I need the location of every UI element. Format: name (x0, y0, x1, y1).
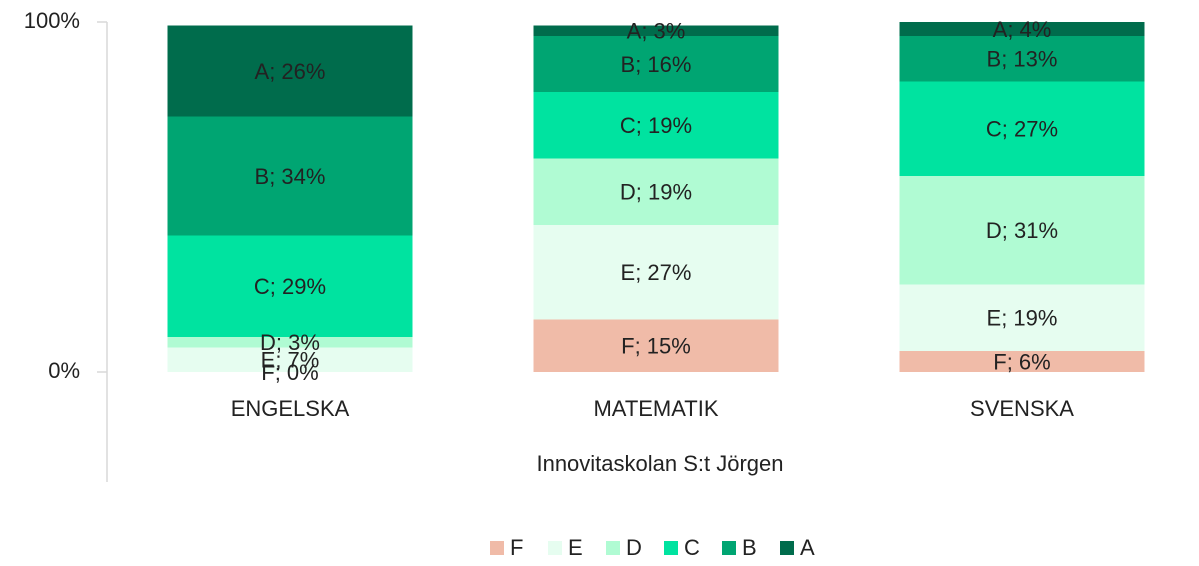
legend-swatch (606, 541, 620, 555)
legend-label: E (568, 535, 583, 560)
legend-label: A (800, 535, 815, 560)
data-label: E; 27% (621, 260, 692, 285)
legend-label: F (510, 535, 523, 560)
bar-segment (533, 319, 779, 372)
data-label: C; 19% (620, 113, 692, 138)
data-label: B; 34% (255, 164, 326, 189)
legend-swatch (722, 541, 736, 555)
data-label: A; 3% (627, 19, 686, 44)
data-label: F; 6% (993, 349, 1050, 374)
data-label: F; 15% (621, 334, 691, 359)
data-label: A; 26% (255, 59, 326, 84)
data-label: E; 7% (261, 348, 320, 373)
bar-segment (167, 235, 413, 337)
legend-swatch (664, 541, 678, 555)
data-label: A; 4% (993, 17, 1052, 42)
legend-swatch (490, 541, 504, 555)
data-label: C; 27% (986, 117, 1058, 142)
bar-segment (899, 351, 1145, 372)
bar-segment (533, 225, 779, 320)
bar-segment (899, 284, 1145, 351)
bar-segment (899, 36, 1145, 82)
y-tick-label: 100% (24, 8, 80, 33)
data-label: D; 19% (620, 180, 692, 205)
legend-label: B (742, 535, 757, 560)
data-label: F; 0% (261, 360, 318, 385)
bar-segment (167, 337, 413, 348)
bar-segment (533, 36, 779, 92)
y-tick-label: 0% (48, 358, 80, 383)
legend-label: C (684, 535, 700, 560)
bar-segment (899, 81, 1145, 176)
bar-segment (533, 92, 779, 159)
legend-swatch (780, 541, 794, 555)
data-label: C; 29% (254, 274, 326, 299)
x-tick-label: MATEMATIK (593, 396, 718, 421)
data-label: D; 31% (986, 218, 1058, 243)
bar-segment (533, 158, 779, 225)
bar-segment (899, 22, 1145, 36)
data-label: D; 3% (260, 330, 320, 355)
bar-segment (167, 25, 413, 117)
legend-swatch (548, 541, 562, 555)
x-tick-label: SVENSKA (970, 396, 1074, 421)
x-tick-label: ENGELSKA (231, 396, 350, 421)
legend-label: D (626, 535, 642, 560)
data-label: B; 13% (987, 47, 1058, 72)
x-axis-title: Innovitaskolan S:t Jörgen (536, 451, 783, 476)
bar-segment (533, 25, 779, 36)
data-label: B; 16% (621, 52, 692, 77)
data-label: E; 19% (987, 306, 1058, 331)
bar-segment (167, 347, 413, 372)
bar-segment (167, 116, 413, 236)
bar-segment (899, 176, 1145, 285)
